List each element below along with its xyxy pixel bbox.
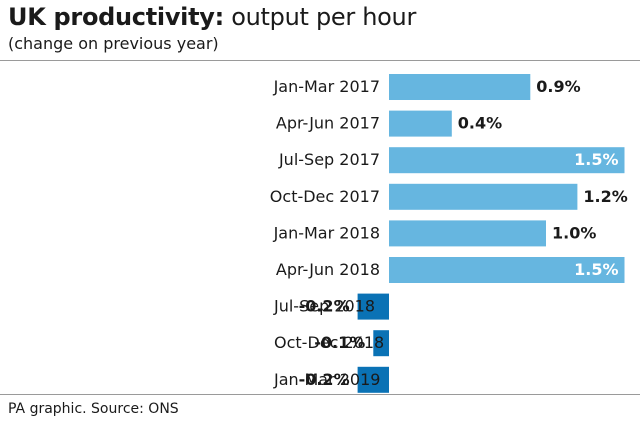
bottom-divider — [0, 394, 640, 395]
bar — [357, 366, 389, 393]
category-label: Jan-Mar 2017 — [273, 77, 380, 96]
value-label: 1.2% — [583, 187, 627, 206]
source-note: PA graphic. Source: ONS — [8, 401, 179, 417]
value-label: 0.4% — [458, 114, 502, 133]
category-label: Jan-Mar 2019 — [273, 370, 380, 389]
chart-title-bold: UK productivity: — [8, 3, 224, 31]
value-label: 0.9% — [536, 77, 580, 96]
category-label: Oct-Dec 2018 — [274, 333, 384, 352]
bar — [389, 183, 578, 210]
bar — [389, 147, 625, 174]
value-label: 1.5% — [574, 260, 618, 279]
chart-header: UK productivity: output per hour (change… — [8, 2, 416, 54]
bar — [357, 293, 389, 320]
top-divider — [0, 60, 640, 61]
value-label: 1.5% — [574, 150, 618, 169]
chart-title-rest: output per hour — [223, 3, 417, 31]
category-label: Jan-Mar 2018 — [273, 223, 380, 242]
bar — [389, 110, 452, 137]
category-label: Jul-Sep 2018 — [273, 297, 375, 316]
chart-subtitle: (change on previous year) — [8, 34, 219, 53]
bar — [389, 257, 625, 283]
bar — [389, 74, 531, 100]
value-label: -0.1% — [314, 333, 365, 352]
category-label: Oct-Dec 2017 — [270, 187, 380, 206]
category-label: Apr-Jun 2017 — [276, 114, 380, 133]
chart-title: UK productivity: output per hour — [8, 2, 416, 32]
value-label: -0.2% — [299, 297, 350, 316]
bar — [373, 330, 389, 357]
category-label: Jul-Sep 2017 — [278, 150, 380, 169]
value-label: -0.2% — [299, 370, 350, 389]
bar — [389, 220, 546, 247]
value-label: 1.0% — [552, 223, 596, 242]
category-label: Apr-Jun 2018 — [276, 260, 380, 279]
